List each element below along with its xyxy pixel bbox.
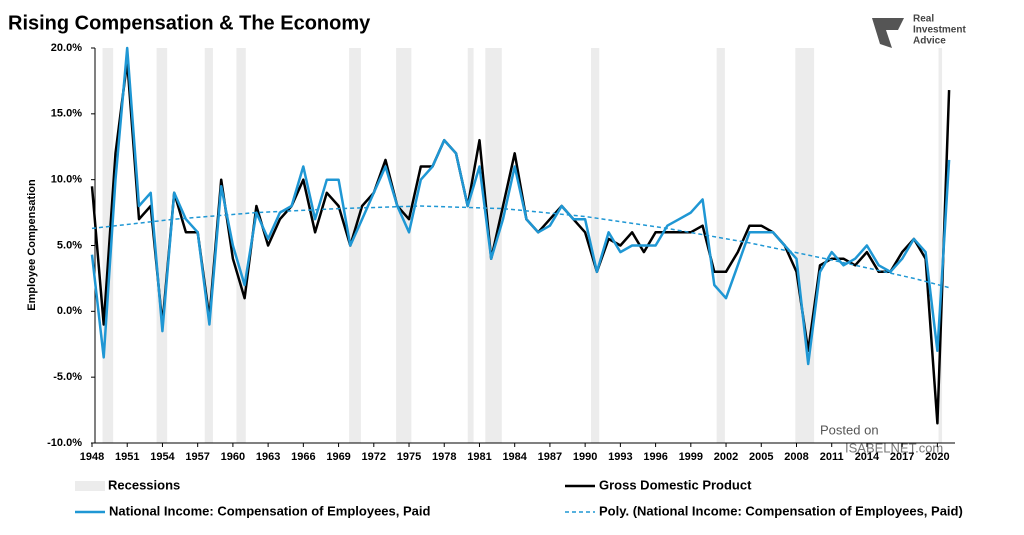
x-tick-label: 2020 <box>925 451 949 463</box>
recession-band <box>156 48 168 443</box>
x-tick-label: 1999 <box>679 451 703 463</box>
recession-band <box>467 48 474 443</box>
x-tick-label: 1954 <box>150 451 175 463</box>
x-tick-label: 1978 <box>432 451 456 463</box>
y-tick-label: 5.0% <box>57 239 82 251</box>
legend-label: National Income: Compensation of Employe… <box>109 503 431 518</box>
logo-text: Advice <box>913 36 946 47</box>
x-tick-label: 2002 <box>714 451 738 463</box>
recession-band <box>591 48 600 443</box>
legend: Recessions Gross Domestic Product National… <box>75 477 963 518</box>
recession-band <box>795 48 815 443</box>
x-tick-label: 1993 <box>608 451 632 463</box>
x-tick-label: 2014 <box>855 451 880 463</box>
recession-band <box>396 48 412 443</box>
x-tick-label: 2008 <box>784 451 808 463</box>
x-tick-label: 1951 <box>115 451 139 463</box>
x-tick-label: 1969 <box>326 451 350 463</box>
trend-line <box>91 205 950 289</box>
logo: Real Investment Advice <box>872 14 966 48</box>
x-tick-label: 1963 <box>256 451 280 463</box>
y-tick-label: 20.0% <box>51 42 82 54</box>
plot-area: -10.0% -5.0% 0.0% 5.0% 10.0% 15.0% 20.0% 1948 19… <box>47 42 955 463</box>
x-tick-label: 1960 <box>221 451 245 463</box>
x-tick-label: 1966 <box>291 451 315 463</box>
legend-swatch <box>75 481 105 491</box>
recession-band <box>102 48 114 443</box>
y-axis-label: Employee Compensation <box>26 179 38 311</box>
y-tick-label: 15.0% <box>51 108 82 120</box>
x-tick-label: 1948 <box>80 451 104 463</box>
x-tick-label: 2005 <box>749 451 773 463</box>
legend-label: Poly. (National Income: Compensation of … <box>599 503 963 518</box>
watermark: Posted on <box>820 422 879 437</box>
chart-title: Rising Compensation & The Economy <box>8 12 371 34</box>
series-line <box>90 59 951 425</box>
x-tick-label: 1984 <box>502 451 527 463</box>
legend-label: Gross Domestic Product <box>599 477 752 492</box>
y-tick-label: 0.0% <box>57 305 82 317</box>
logo-text: Investment <box>913 25 966 36</box>
x-tick-label: 1975 <box>397 451 421 463</box>
y-tick-label: 10.0% <box>51 174 82 186</box>
x-tick-label: 2011 <box>820 451 844 463</box>
y-tick-label: -10.0% <box>47 437 82 449</box>
x-tick-label: 1987 <box>538 451 562 463</box>
y-tick-label: -5.0% <box>53 371 82 383</box>
x-tick-label: 2017 <box>890 451 914 463</box>
recession-band <box>349 48 361 443</box>
x-tick-label: 1972 <box>362 451 386 463</box>
recession-band <box>716 48 725 443</box>
recession-band <box>204 48 213 443</box>
legend-label: Recessions <box>108 477 180 492</box>
recession-band <box>938 48 943 443</box>
x-tick-label: 1957 <box>185 451 209 463</box>
watermark: ISABELNET.com <box>845 440 943 455</box>
recession-band <box>236 48 246 443</box>
x-tick-label: 1996 <box>643 451 667 463</box>
x-tick-label: 1981 <box>467 451 491 463</box>
logo-text: Real <box>913 14 934 25</box>
x-tick-label: 1990 <box>573 451 597 463</box>
logo-icon <box>872 18 904 48</box>
series-line <box>90 46 951 366</box>
